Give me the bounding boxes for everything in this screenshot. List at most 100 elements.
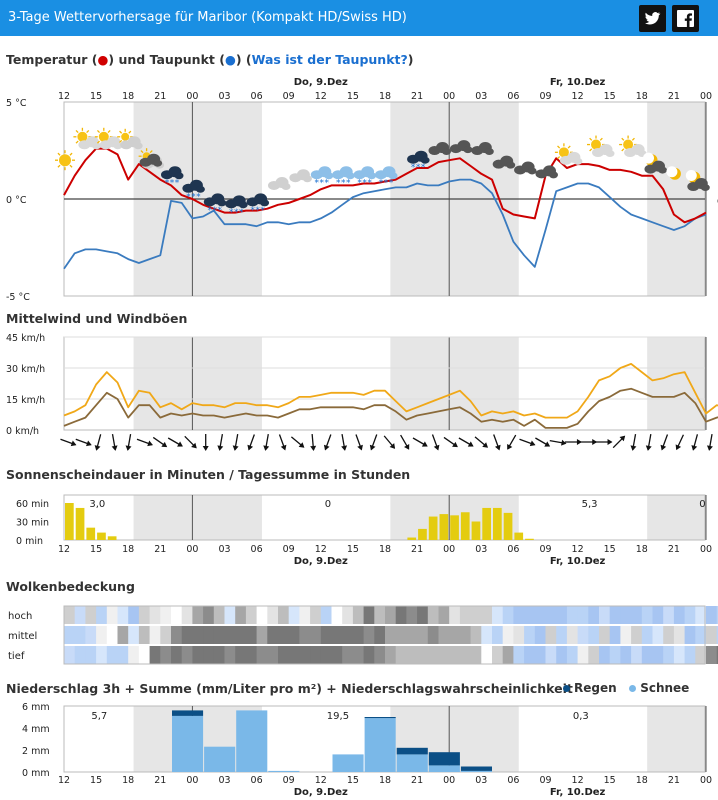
hour-tick-label: 09	[539, 775, 551, 786]
snowflake: *	[191, 192, 196, 202]
cloud-cell	[352, 626, 365, 644]
cloud-cell	[706, 646, 718, 664]
cloud-cell	[320, 646, 332, 664]
wind-arrow	[278, 434, 287, 451]
temp-section-title: Temperatur (●) und Taupunkt (●) (Was ist…	[6, 52, 414, 67]
hour-tick-label: 12	[58, 775, 70, 786]
sunshine-bar	[407, 537, 417, 540]
cloud-cell	[695, 606, 707, 624]
hour-tick-label: 21	[668, 775, 680, 786]
sun-ray	[621, 137, 625, 141]
wind-arrow	[75, 438, 92, 447]
wind-chart: 45 km/h 30 km/h 15 km/h 0 km/h	[6, 333, 718, 451]
wind-arrow	[111, 434, 118, 451]
rain-legend-dot	[563, 684, 570, 692]
hour-tick-label: 03	[218, 91, 230, 102]
facebook-share-button[interactable]	[672, 5, 699, 32]
dewpoint-info-link[interactable]: Was ist der Taupunkt?	[251, 52, 408, 67]
rain-bar	[364, 717, 396, 719]
cloud-cell	[224, 626, 236, 644]
cloud-cell	[406, 646, 418, 664]
snow-weather-icon: * * *	[353, 166, 377, 189]
cloud-cell	[417, 626, 429, 644]
day-total-label: 5,3	[582, 499, 598, 510]
cloud-cell	[524, 626, 536, 644]
sunshine-bar	[418, 528, 427, 540]
cloud-cell	[492, 606, 504, 624]
hour-tick-label: 12	[572, 775, 584, 786]
wind-arrow-head	[191, 442, 197, 449]
cloud-cell	[481, 606, 493, 624]
wind-arrow-head	[592, 439, 598, 446]
hour-tick-label: 15	[604, 775, 616, 786]
cloud-cell	[513, 646, 525, 664]
snow-bar	[332, 754, 364, 772]
cloud-cell	[716, 606, 718, 624]
cloud-cell	[106, 646, 118, 664]
sun-ray	[75, 129, 79, 134]
cloud-cell	[267, 626, 279, 644]
sun-cloud-weather-icon	[587, 135, 615, 158]
y-tick-label: 6 mm	[22, 702, 50, 713]
day-label-d2: Fr, 10.Dez	[550, 556, 606, 567]
cloud-cell	[438, 606, 450, 624]
wind-arrow	[706, 434, 713, 451]
hour-tick-label: 18	[636, 91, 648, 102]
wind-arrow-head	[576, 438, 582, 445]
night-band	[647, 337, 706, 430]
sun-ray	[140, 150, 144, 154]
wind-arrow	[660, 434, 669, 451]
cloud-cell	[288, 646, 300, 664]
cloud-cell	[85, 606, 97, 624]
dark-snow-weather-icon: * * *	[182, 179, 205, 202]
cloud-cell	[673, 606, 686, 624]
wind-arrow	[507, 434, 517, 450]
wind-arrow-head	[660, 444, 667, 451]
wind-arrow	[564, 438, 582, 445]
cloud-part	[549, 171, 558, 179]
cloud-cell	[395, 646, 407, 664]
hour-tick-label: 06	[251, 91, 263, 102]
hour-tick-label: 15	[604, 544, 616, 555]
sun-cloud-weather-icon	[554, 143, 583, 165]
wind-arrow	[493, 434, 501, 451]
cloud-cell	[684, 646, 696, 664]
cloud-cell	[117, 606, 129, 624]
hour-tick-label: 15	[347, 544, 359, 555]
sun-disc	[77, 131, 88, 142]
wind-arrow	[60, 438, 77, 447]
cloud-cell	[138, 646, 151, 664]
hour-tick-label: 21	[411, 544, 423, 555]
twitter-share-button[interactable]	[639, 5, 666, 32]
wind-arrow	[474, 436, 489, 448]
cloud-cell	[385, 626, 397, 644]
y-tick-label: 60 min	[16, 499, 49, 510]
hour-tick-label: 03	[475, 91, 487, 102]
wind-arrow-head	[86, 440, 92, 447]
sun-ray	[57, 152, 61, 156]
cloud-cell	[288, 626, 300, 644]
cloud-part	[367, 172, 377, 180]
day-total-label: 0	[325, 499, 331, 510]
hour-tick-label: 21	[411, 775, 423, 786]
hour-tick-label: 00	[700, 544, 712, 555]
wind-arrow-head	[310, 445, 317, 451]
cloud-cell	[631, 646, 643, 664]
wind-arrow	[152, 436, 168, 448]
cloud-cell	[299, 606, 311, 624]
night-band	[390, 337, 519, 430]
cloud-cell	[64, 646, 76, 664]
cloud-cell	[149, 646, 161, 664]
cloud-cell	[620, 606, 632, 624]
cloud-cell	[149, 606, 161, 624]
wind-arrow-head	[280, 444, 287, 451]
cloud-cell	[395, 606, 407, 624]
cloud-row-label: tief	[8, 651, 25, 662]
hour-tick-label: 18	[379, 91, 391, 102]
wind-arrow	[202, 434, 209, 451]
cloud-cell	[299, 646, 311, 664]
snowflake: *	[213, 206, 218, 216]
wind-arrow-head	[263, 445, 270, 451]
cloud-cell	[245, 626, 258, 644]
sunshine-bar	[75, 507, 85, 540]
